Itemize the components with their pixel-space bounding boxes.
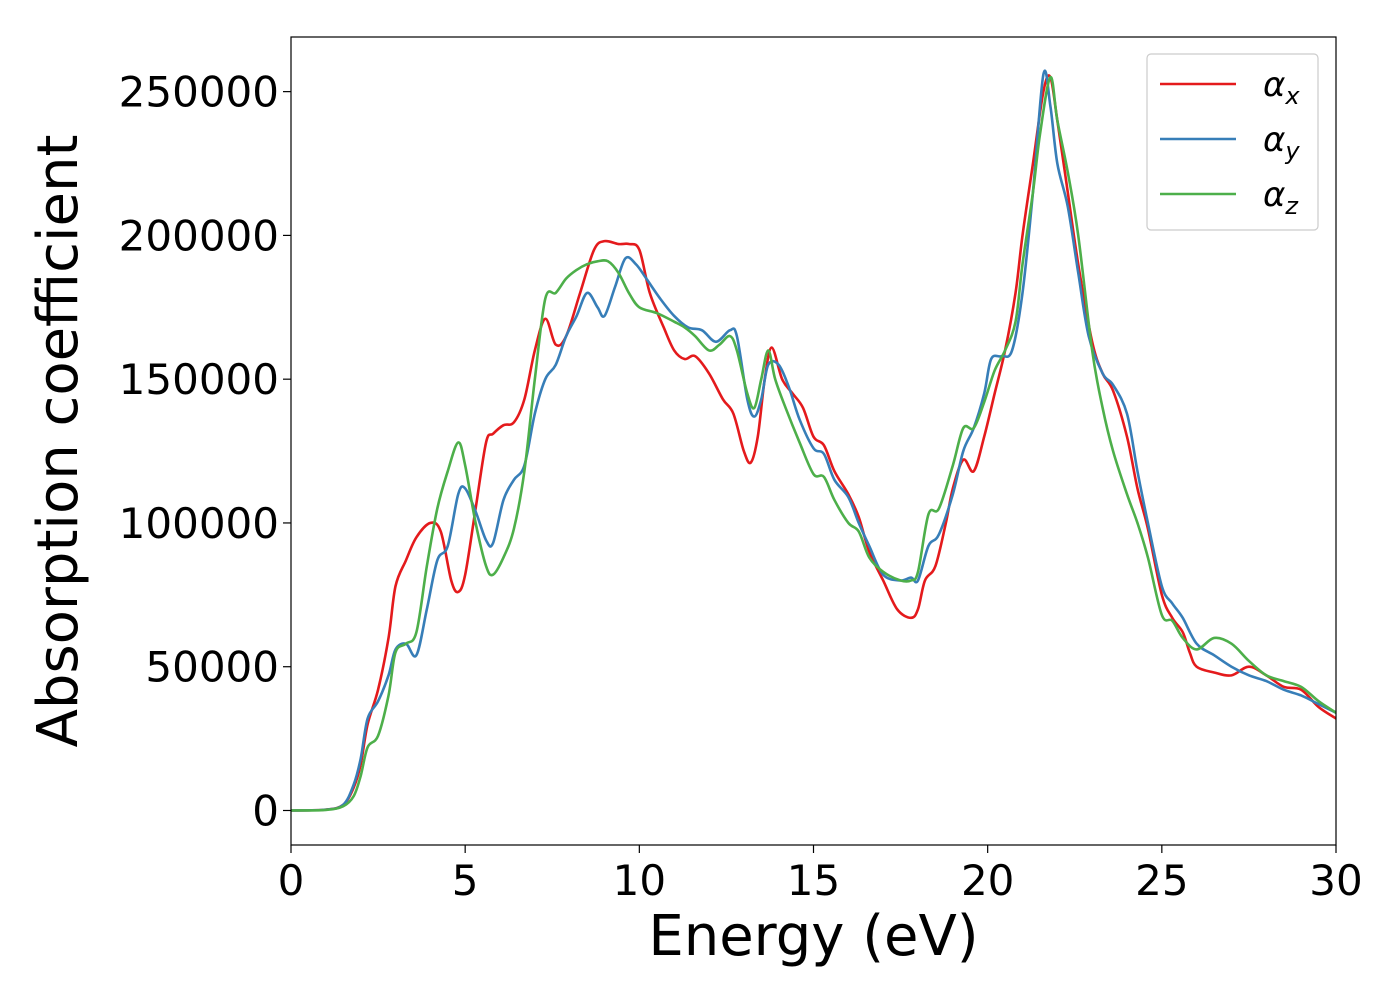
y-tick-label: 100000 (119, 499, 279, 548)
legend-box (1146, 53, 1319, 231)
legend-label-y: αy (1263, 120, 1300, 165)
legend-label-x: αx (1263, 65, 1300, 110)
x-tick-label: 0 (278, 856, 305, 905)
x-axis: 0 5 10 15 20 25 30 (278, 845, 1363, 905)
series-line-x (291, 74, 1336, 812)
y-tick-label: 0 (252, 786, 279, 835)
y-tick-label: 150000 (119, 355, 279, 404)
y-axis-label: Absorption coefficient (26, 135, 91, 748)
x-tick-label: 15 (787, 856, 840, 905)
x-tick-label: 10 (613, 856, 666, 905)
y-axis: 0 50000 100000 150000 200000 250000 (119, 68, 291, 835)
legend-label-z: αz (1263, 175, 1299, 220)
legend-symbol: α (1263, 65, 1285, 105)
y-tick-label: 200000 (119, 211, 279, 260)
x-tick-label: 30 (1309, 856, 1362, 905)
x-axis-label: Energy (eV) (648, 904, 978, 969)
legend-subscript: z (1284, 192, 1299, 220)
y-tick-label: 50000 (145, 643, 279, 692)
series-line-z (291, 75, 1336, 812)
legend-symbol: α (1263, 175, 1285, 215)
legend-subscript: x (1284, 82, 1300, 110)
series-line-y (291, 69, 1336, 812)
x-tick-label: 20 (961, 856, 1014, 905)
x-tick-label: 25 (1135, 856, 1188, 905)
x-tick-label: 5 (452, 856, 479, 905)
series-group (291, 69, 1336, 812)
legend-symbol: α (1263, 120, 1285, 160)
legend-subscript: y (1284, 137, 1300, 165)
y-tick-label: 250000 (119, 68, 279, 117)
